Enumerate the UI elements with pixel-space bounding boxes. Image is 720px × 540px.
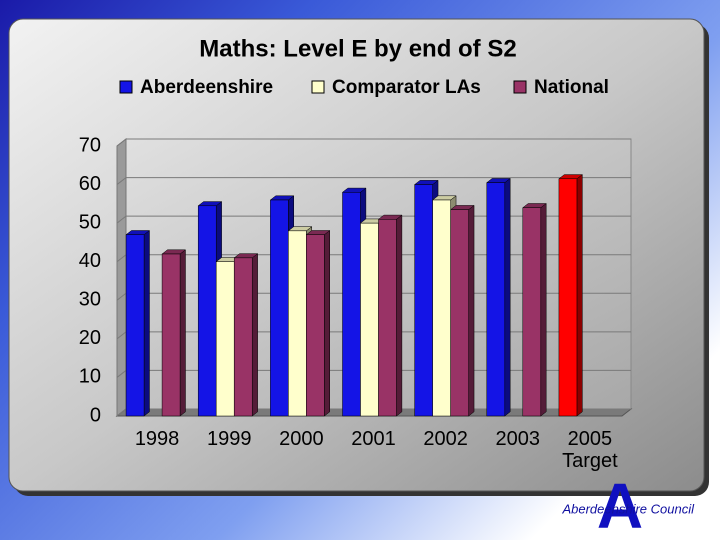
bar-side [396, 214, 403, 417]
bar-side [143, 230, 150, 417]
legend-swatch [513, 80, 527, 94]
legend-label: Comparator LAs [332, 77, 481, 98]
bar [233, 257, 253, 417]
bar-group [377, 214, 403, 417]
bar [522, 207, 542, 417]
x-tick-label: 2000 [279, 428, 324, 450]
y-tick-label: 40 [79, 250, 101, 272]
x-tick-label: 2003 [495, 428, 541, 450]
y-tick-label: 30 [79, 289, 101, 311]
legend-label: Aberdeenshire [140, 77, 273, 98]
bar [360, 222, 379, 417]
bar [342, 192, 361, 417]
x-tick-label: 2002 [423, 428, 468, 450]
chart-title: Maths: Level E by end of S2 [199, 35, 516, 62]
y-tick-label: 60 [79, 173, 101, 195]
bar [288, 230, 307, 417]
legend-swatch [119, 80, 133, 94]
x-tick-label: 2005 Target [562, 428, 618, 472]
bar [125, 234, 145, 417]
bar-side [468, 204, 475, 417]
bar-side [504, 177, 511, 417]
bar-group [522, 203, 547, 417]
bar [306, 234, 325, 417]
legend-swatch [311, 80, 325, 94]
y-tick-label: 50 [79, 211, 101, 233]
bar-side [324, 230, 331, 417]
bar [161, 253, 181, 417]
bar-group [233, 253, 259, 417]
bar-group [305, 230, 331, 417]
x-tick-label: 1998 [134, 428, 180, 450]
bar-group [558, 174, 584, 417]
bar [270, 199, 289, 417]
footer: Aberdeenshire Council [561, 501, 695, 516]
x-tick-label: 1999 [206, 428, 252, 450]
bar-side [540, 203, 547, 417]
x-tick-label: 2001 [351, 428, 396, 450]
bar [378, 219, 397, 417]
bar-group [161, 249, 187, 417]
bar-side [251, 253, 258, 417]
grid-line [116, 177, 631, 185]
bar [432, 199, 451, 417]
y-tick-label: 70 [79, 134, 101, 156]
bar [215, 261, 235, 417]
bar [486, 182, 506, 417]
bar [414, 184, 433, 417]
bar-group [449, 204, 475, 417]
logo: A [597, 470, 643, 540]
bar [197, 205, 217, 417]
bar [558, 178, 578, 417]
legend-label: National [534, 77, 609, 98]
bar-group [125, 230, 151, 417]
bar [450, 209, 469, 417]
y-tick-label: 10 [79, 366, 101, 388]
bar-group [486, 177, 511, 417]
grid-line [116, 138, 631, 147]
y-tick-label: 20 [79, 327, 101, 349]
y-tick-label: 0 [90, 404, 101, 426]
bar-side [576, 174, 583, 417]
bar-side [179, 249, 186, 417]
